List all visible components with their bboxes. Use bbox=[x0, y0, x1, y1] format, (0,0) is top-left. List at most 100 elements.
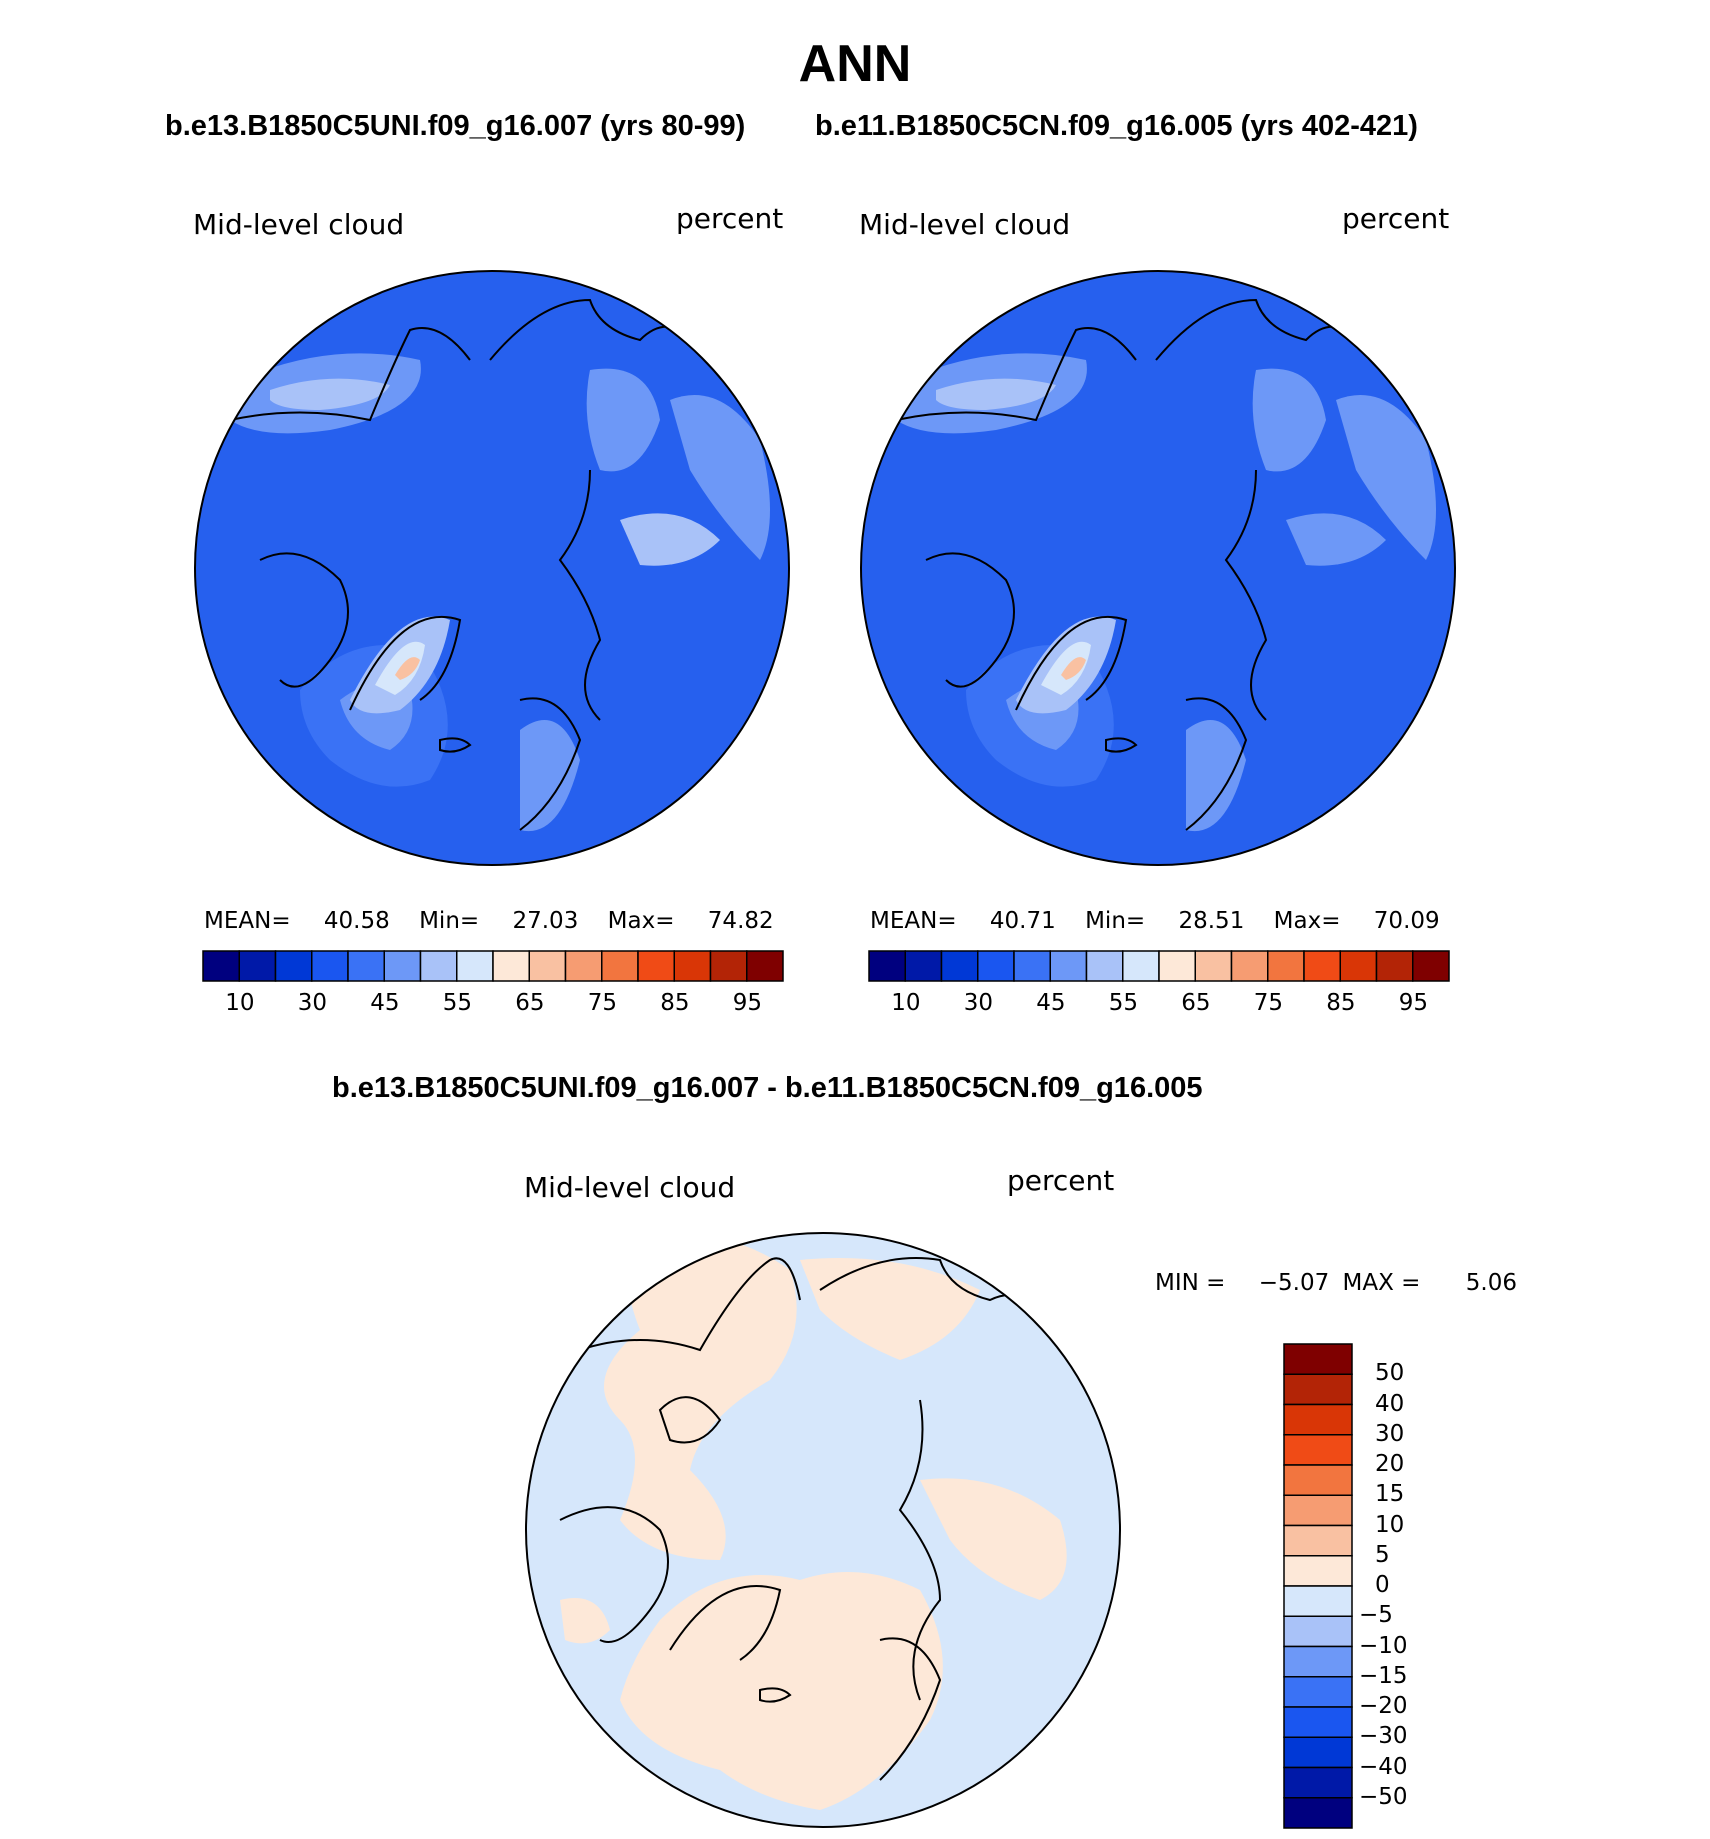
panel1-mean-label: MEAN= bbox=[204, 908, 291, 934]
panel2-colorbar-ticks: 10 30 45 55 65 75 85 95 bbox=[869, 990, 1449, 1020]
panel1-coastlines bbox=[229, 298, 681, 831]
colorbar-swatch bbox=[1283, 1434, 1353, 1466]
page-title: ANN bbox=[798, 35, 912, 93]
panel2-mean-label: MEAN= bbox=[870, 908, 957, 934]
diff-max-label: MAX = bbox=[1342, 1270, 1421, 1296]
colorbar-tick-label: 10 bbox=[225, 990, 255, 1016]
colorbar-swatch bbox=[1283, 1373, 1353, 1406]
panel2-min-value: 28.51 bbox=[1178, 908, 1245, 934]
panel1-min-label: Min= bbox=[419, 908, 480, 934]
colorbar-swatch bbox=[202, 950, 240, 982]
panel2-mean-value: 40.71 bbox=[989, 908, 1056, 934]
colorbar-tick-label: −5 bbox=[1359, 1602, 1393, 1629]
colorbar-swatch bbox=[1375, 950, 1414, 982]
panel2-min-label: Min= bbox=[1085, 908, 1146, 934]
colorbar-swatch bbox=[1283, 1403, 1353, 1436]
diff-title: b.e13.B1850C5UNI.f09_g16.007 - b.e11.B18… bbox=[332, 1072, 1203, 1104]
colorbar-tick-label: 85 bbox=[1326, 990, 1356, 1016]
colorbar-tick-label: 50 bbox=[1375, 1360, 1405, 1387]
colorbar-tick-label: 65 bbox=[1181, 990, 1211, 1016]
colorbar-swatch bbox=[1339, 950, 1378, 982]
diff-min-label: MIN = bbox=[1155, 1270, 1226, 1296]
colorbar-swatch bbox=[347, 950, 385, 982]
colorbar-tick-label: 20 bbox=[1375, 1451, 1405, 1477]
panel2-max-value: 70.09 bbox=[1373, 908, 1440, 934]
colorbar-swatch bbox=[637, 950, 675, 982]
colorbar-swatch bbox=[1283, 1736, 1353, 1769]
colorbar-tick-label: 45 bbox=[370, 990, 400, 1016]
panel2-coastlines bbox=[895, 298, 1347, 831]
colorbar-tick-label: 10 bbox=[1375, 1511, 1405, 1538]
colorbar-swatch bbox=[1283, 1645, 1353, 1678]
colorbar-tick-label: 95 bbox=[732, 990, 763, 1016]
colorbar-swatch bbox=[383, 950, 422, 982]
colorbar-swatch bbox=[1194, 950, 1233, 982]
panel1-mean-value: 40.58 bbox=[323, 908, 390, 934]
diff-units-label: percent bbox=[1007, 1164, 1115, 1197]
diff-min-value: −5.07 bbox=[1258, 1270, 1330, 1296]
colorbar-tick-label: −50 bbox=[1359, 1783, 1408, 1810]
colorbar-tick-label: 55 bbox=[1108, 990, 1139, 1016]
colorbar-tick-label: −20 bbox=[1359, 1693, 1408, 1719]
colorbar-swatch bbox=[1412, 950, 1450, 982]
colorbar-tick-label: 30 bbox=[1375, 1420, 1405, 1447]
colorbar-swatch bbox=[1283, 1343, 1353, 1375]
colorbar-swatch bbox=[1283, 1555, 1353, 1587]
colorbar-tick-label: 95 bbox=[1398, 990, 1429, 1016]
colorbar-tick-label: −10 bbox=[1359, 1632, 1408, 1659]
colorbar-swatch bbox=[311, 950, 349, 982]
colorbar-tick-label: 75 bbox=[587, 990, 618, 1016]
colorbar-tick-label: 45 bbox=[1036, 990, 1066, 1016]
panel2-case-title: b.e11.B1850C5CN.f09_g16.005 (yrs 402-421… bbox=[815, 110, 1418, 142]
diff-max-value: 5.06 bbox=[1465, 1270, 1517, 1296]
panel1-max-value: 74.82 bbox=[707, 908, 774, 934]
colorbar-tick-label: −30 bbox=[1359, 1723, 1408, 1750]
colorbar-swatch bbox=[238, 950, 277, 982]
panel2-colorbar bbox=[868, 950, 1450, 982]
panel1-contour-field bbox=[195, 271, 789, 865]
panel1-colorbar-ticks: 10 30 45 55 65 75 85 95 bbox=[203, 990, 783, 1020]
colorbar-swatch bbox=[1158, 950, 1196, 982]
colorbar-tick-label: 30 bbox=[963, 990, 994, 1016]
colorbar-swatch bbox=[1283, 1464, 1353, 1496]
colorbar-swatch bbox=[1267, 950, 1305, 982]
colorbar-swatch bbox=[1283, 1706, 1353, 1738]
diff-variable-label: Mid-level cloud bbox=[524, 1171, 736, 1204]
diff-colorbar-ticks: 50 40 30 20 15 10 5 0 −5 −10 −15 −20 −30 −40 −50 bbox=[1359, 1344, 1465, 1828]
colorbar-swatch bbox=[528, 950, 567, 982]
panel1-variable-label: Mid-level cloud bbox=[193, 208, 405, 241]
colorbar-tick-label: 55 bbox=[442, 990, 473, 1016]
panel2-variable-label: Mid-level cloud bbox=[859, 208, 1071, 241]
colorbar-tick-label: 85 bbox=[660, 990, 690, 1016]
colorbar-tick-label: −15 bbox=[1359, 1662, 1408, 1689]
colorbar-swatch bbox=[746, 950, 784, 982]
panel2-contour-field bbox=[861, 271, 1455, 865]
diff-contour-field bbox=[526, 1233, 1120, 1827]
colorbar-swatch bbox=[904, 950, 943, 982]
panel1-units-label: percent bbox=[676, 202, 784, 235]
panel2-units-label: percent bbox=[1342, 202, 1450, 235]
panel1-max-label: Max= bbox=[607, 908, 675, 934]
panel1-case-title: b.e13.B1850C5UNI.f09_g16.007 (yrs 80-99) bbox=[165, 110, 746, 142]
colorbar-tick-label: 65 bbox=[515, 990, 545, 1016]
colorbar-tick-label: 5 bbox=[1375, 1541, 1390, 1568]
colorbar-swatch bbox=[456, 950, 494, 982]
colorbar-swatch bbox=[1283, 1676, 1353, 1708]
colorbar-swatch bbox=[1085, 950, 1124, 982]
colorbar-swatch bbox=[1283, 1524, 1353, 1557]
colorbar-tick-label: 0 bbox=[1375, 1572, 1390, 1598]
colorbar-swatch bbox=[1283, 1585, 1353, 1617]
colorbar-swatch bbox=[1283, 1494, 1353, 1527]
colorbar-swatch bbox=[1283, 1797, 1353, 1829]
colorbar-swatch bbox=[564, 950, 603, 982]
colorbar-tick-label: −40 bbox=[1359, 1753, 1408, 1780]
colorbar-tick-label: 75 bbox=[1253, 990, 1284, 1016]
colorbar-swatch bbox=[1283, 1766, 1353, 1799]
colorbar-swatch bbox=[1013, 950, 1051, 982]
diff-colorbar bbox=[1283, 1343, 1353, 1829]
colorbar-tick-label: 30 bbox=[297, 990, 328, 1016]
colorbar-tick-label: 15 bbox=[1375, 1481, 1405, 1508]
